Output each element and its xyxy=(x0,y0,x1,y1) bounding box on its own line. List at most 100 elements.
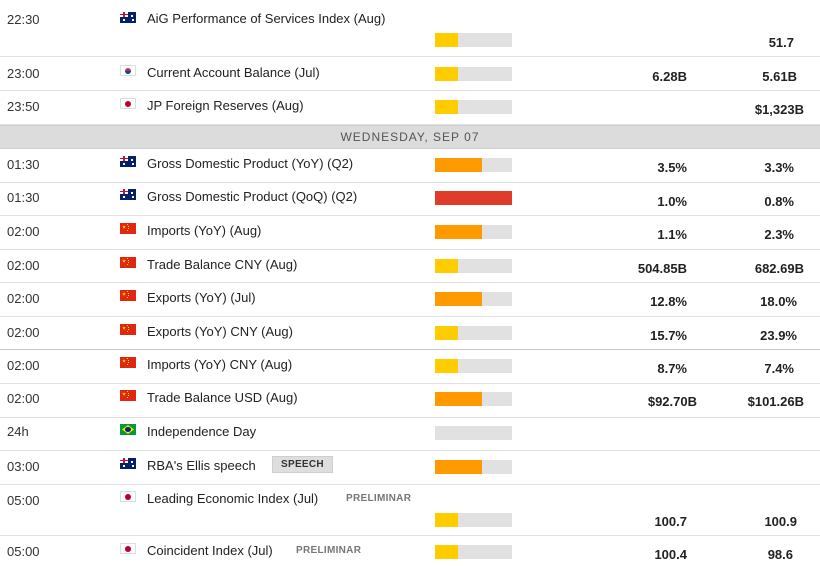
event-name[interactable]: Coincident Index (Jul) xyxy=(147,543,273,558)
previous-value: 100.9 xyxy=(764,514,797,529)
actual-value: 1.1% xyxy=(657,227,687,242)
event-row[interactable]: 23:00 Current Account Balance (Jul) 6.28… xyxy=(0,57,820,91)
cn-flag-icon xyxy=(120,324,136,335)
event-time: 03:00 xyxy=(7,459,40,474)
event-row[interactable]: 05:00 Leading Economic Index (Jul) PRELI… xyxy=(0,485,820,536)
previous-value: 0.8% xyxy=(764,194,794,209)
event-row[interactable]: 02:00 Trade Balance USD (Aug) $92.70B $1… xyxy=(0,384,820,418)
cn-flag-icon xyxy=(120,257,136,268)
kr-flag-icon xyxy=(120,65,136,76)
impact-bar xyxy=(435,359,512,373)
impact-bar xyxy=(435,426,512,440)
preliminary-tag: PRELIMINAR xyxy=(296,545,362,556)
event-name[interactable]: Imports (YoY) (Aug) xyxy=(147,223,262,238)
event-name[interactable]: RBA's Ellis speech xyxy=(147,458,256,473)
impact-bar xyxy=(435,100,512,114)
event-row[interactable]: 02:00 Trade Balance CNY (Aug) 504.85B 68… xyxy=(0,250,820,283)
event-time: 23:50 xyxy=(7,99,40,114)
event-time: 02:00 xyxy=(7,224,40,239)
event-time: 02:00 xyxy=(7,325,40,340)
event-row[interactable]: 01:30 Gross Domestic Product (YoY) (Q2) … xyxy=(0,149,820,183)
actual-value: 12.8% xyxy=(650,294,687,309)
impact-bar xyxy=(435,326,512,340)
au-flag-icon xyxy=(120,458,136,469)
jp-flag-icon xyxy=(120,98,136,109)
impact-bar xyxy=(435,67,512,81)
day-header: WEDNESDAY, SEP 07 xyxy=(0,125,820,149)
speech-badge: SPEECH xyxy=(272,456,333,473)
event-name[interactable]: Exports (YoY) (Jul) xyxy=(147,290,256,305)
previous-value: 5.61B xyxy=(762,69,797,84)
event-name[interactable]: Trade Balance CNY (Aug) xyxy=(147,257,298,272)
jp-flag-icon xyxy=(120,543,136,554)
actual-value: 1.0% xyxy=(657,194,687,209)
au-flag-icon xyxy=(120,12,136,23)
cn-flag-icon xyxy=(120,223,136,234)
event-time: 23:00 xyxy=(7,66,40,81)
impact-bar xyxy=(435,259,512,273)
event-name[interactable]: Imports (YoY) CNY (Aug) xyxy=(147,357,293,372)
event-time: 05:00 xyxy=(7,493,40,508)
event-name[interactable]: AiG Performance of Services Index (Aug) xyxy=(147,11,386,26)
actual-value: 3.5% xyxy=(657,160,687,175)
previous-value: 7.4% xyxy=(764,361,794,376)
previous-value: $101.26B xyxy=(747,394,804,409)
cn-flag-icon xyxy=(120,390,136,401)
previous-value: 51.7 xyxy=(768,35,794,50)
impact-bar xyxy=(435,158,512,172)
cn-flag-icon xyxy=(120,357,136,368)
event-name[interactable]: Current Account Balance (Jul) xyxy=(147,65,320,80)
br-flag-icon xyxy=(120,424,136,435)
event-row[interactable]: 02:00 Exports (YoY) CNY (Aug) 15.7% 23.9… xyxy=(0,317,820,350)
impact-bar xyxy=(435,392,512,406)
previous-value: 2.3% xyxy=(764,227,794,242)
impact-bar xyxy=(435,545,512,559)
event-time: 01:30 xyxy=(7,190,40,205)
event-row[interactable]: 23:50 JP Foreign Reserves (Aug) $1,323B xyxy=(0,91,820,125)
event-name[interactable]: Gross Domestic Product (YoY) (Q2) xyxy=(147,156,354,171)
previous-value: $1,323B xyxy=(754,102,804,117)
event-time: 24h xyxy=(7,424,29,439)
event-name[interactable]: Independence Day xyxy=(147,424,257,439)
previous-value: 682.69B xyxy=(754,261,804,276)
actual-value: 6.28B xyxy=(652,69,687,84)
actual-value: 100.4 xyxy=(654,547,687,562)
event-name[interactable]: Trade Balance USD (Aug) xyxy=(147,390,298,405)
actual-value: 100.7 xyxy=(654,514,687,529)
event-row[interactable]: 02:00 Exports (YoY) (Jul) 12.8% 18.0% xyxy=(0,283,820,317)
previous-value: 98.6 xyxy=(767,547,793,562)
impact-bar xyxy=(435,33,512,47)
event-name[interactable]: JP Foreign Reserves (Aug) xyxy=(147,98,304,113)
event-row[interactable]: 01:30 Gross Domestic Product (QoQ) (Q2) … xyxy=(0,183,820,216)
previous-value: 23.9% xyxy=(760,328,797,343)
previous-value: 18.0% xyxy=(760,294,797,309)
day-header-label: WEDNESDAY, SEP 07 xyxy=(340,130,480,144)
event-name[interactable]: Gross Domestic Product (QoQ) (Q2) xyxy=(147,189,358,204)
event-name[interactable]: Exports (YoY) CNY (Aug) xyxy=(147,324,293,339)
event-row[interactable]: 24h Independence Day xyxy=(0,418,820,451)
impact-bar xyxy=(435,513,512,527)
event-row[interactable]: 02:00 Imports (YoY) (Aug) 1.1% 2.3% xyxy=(0,216,820,250)
actual-value: $92.70B xyxy=(647,394,697,409)
actual-value: 504.85B xyxy=(637,261,687,276)
event-time: 01:30 xyxy=(7,157,40,172)
event-time: 02:00 xyxy=(7,391,40,406)
event-row[interactable]: 02:00 Imports (YoY) CNY (Aug) 8.7% 7.4% xyxy=(0,350,820,384)
previous-value: 3.3% xyxy=(764,160,794,175)
event-time: 02:00 xyxy=(7,358,40,373)
event-time: 02:00 xyxy=(7,291,40,306)
event-row[interactable]: 03:00 RBA's Ellis speech SPEECH xyxy=(0,451,820,485)
actual-value: 15.7% xyxy=(650,328,687,343)
event-name[interactable]: Leading Economic Index (Jul) xyxy=(147,491,319,506)
event-row[interactable]: 05:00 Coincident Index (Jul) PRELIMINAR … xyxy=(0,536,820,566)
actual-value: 8.7% xyxy=(657,361,687,376)
au-flag-icon xyxy=(120,189,136,200)
cn-flag-icon xyxy=(120,290,136,301)
impact-bar xyxy=(435,292,512,306)
au-flag-icon xyxy=(120,156,136,167)
event-time: 22:30 xyxy=(7,12,40,27)
event-row[interactable]: 22:30 AiG Performance of Services Index … xyxy=(0,0,820,57)
impact-bar xyxy=(435,225,512,239)
impact-bar xyxy=(435,460,512,474)
jp-flag-icon xyxy=(120,491,136,502)
